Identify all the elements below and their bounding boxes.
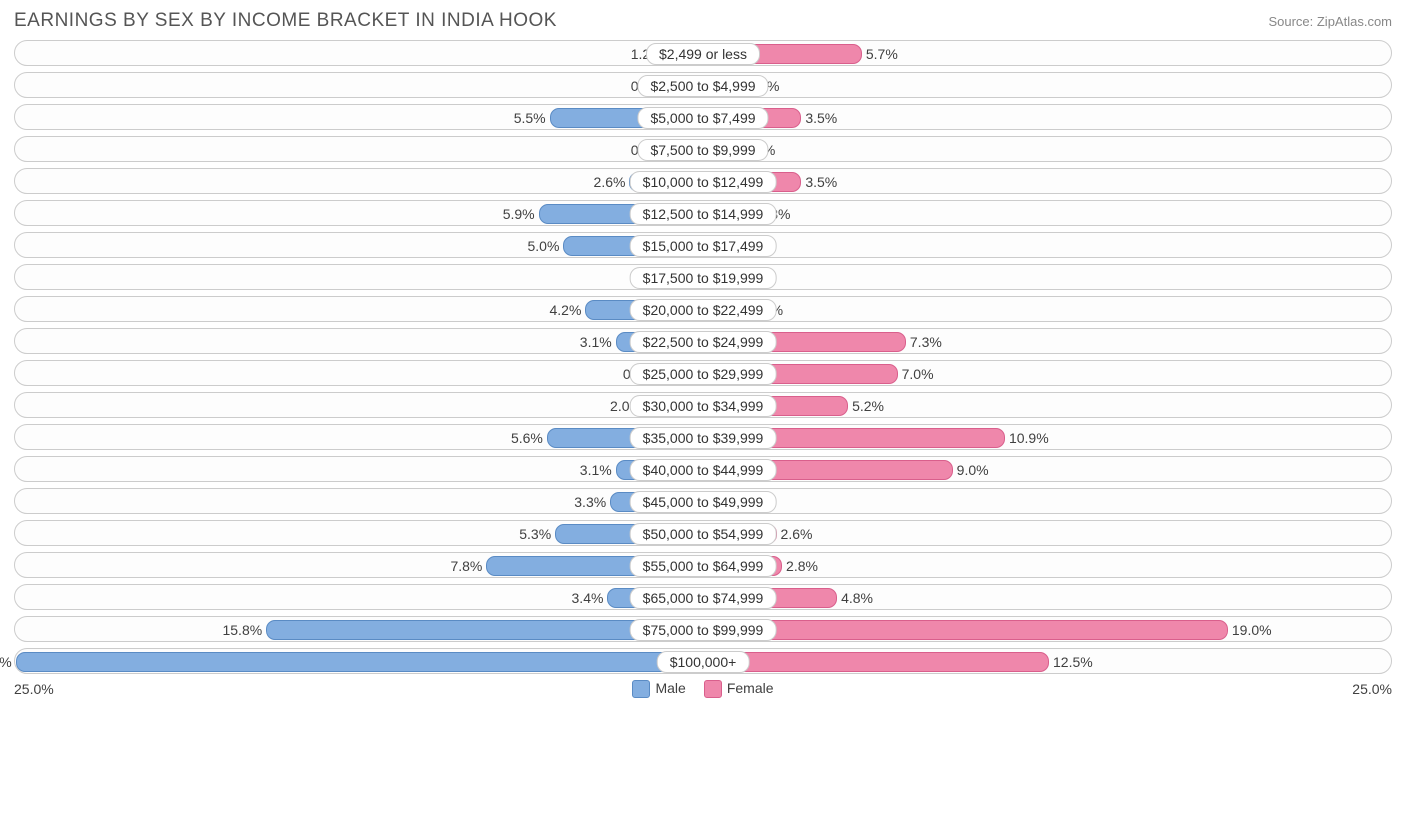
chart-row: 0.0%0.0%$17,500 to $19,999 <box>14 264 1392 290</box>
category-label: $75,000 to $99,999 <box>630 619 777 641</box>
female-value-label: 7.0% <box>902 361 934 387</box>
chart-row: 5.3% 2.6%$50,000 to $54,999 <box>14 520 1392 546</box>
category-label: $55,000 to $64,999 <box>630 555 777 577</box>
male-value-label: 5.9% <box>503 201 535 227</box>
category-label: $40,000 to $44,999 <box>630 459 777 481</box>
chart-row: 2.6% 3.5% $10,000 to $12,499 <box>14 168 1392 194</box>
chart-row: 3.1% 9.0% $40,000 to $44,999 <box>14 456 1392 482</box>
female-value-label: 10.9% <box>1009 425 1049 451</box>
category-label: $45,000 to $49,999 <box>630 491 777 513</box>
category-label: $30,000 to $34,999 <box>630 395 777 417</box>
female-value-label: 5.7% <box>866 41 898 67</box>
male-value-label: 2.6% <box>594 169 626 195</box>
legend: Male Female <box>632 680 773 698</box>
axis-right-label: 25.0% <box>1352 681 1392 697</box>
chart-row: 1.2%5.7%$2,499 or less <box>14 40 1392 66</box>
male-value-label: 5.6% <box>511 425 543 451</box>
female-value-label: 4.8% <box>841 585 873 611</box>
chart-row: 15.8% 19.0% $75,000 to $99,999 <box>14 616 1392 642</box>
category-label: $2,499 or less <box>646 43 760 65</box>
female-value-label: 3.5% <box>805 105 837 131</box>
female-value-label: 2.8% <box>786 553 818 579</box>
category-label: $100,000+ <box>657 651 750 673</box>
male-value-label: 3.1% <box>580 329 612 355</box>
chart-row: 0.8%1.4%$2,500 to $4,999 <box>14 72 1392 98</box>
legend-female-label: Female <box>727 680 774 696</box>
category-label: $5,000 to $7,499 <box>637 107 768 129</box>
category-label: $10,000 to $12,499 <box>630 171 777 193</box>
female-value-label: 2.6% <box>781 521 813 547</box>
category-label: $7,500 to $9,999 <box>637 139 768 161</box>
category-label: $35,000 to $39,999 <box>630 427 777 449</box>
chart-row: 0.58%7.0%$25,000 to $29,999 <box>14 360 1392 386</box>
category-label: $22,500 to $24,999 <box>630 331 777 353</box>
chart-row: 3.3%1.1%$45,000 to $49,999 <box>14 488 1392 514</box>
male-value-label: 24.9% <box>0 649 12 675</box>
male-value-label: 5.5% <box>514 105 546 131</box>
male-value-label: 3.3% <box>574 489 606 515</box>
chart-title: EARNINGS BY SEX BY INCOME BRACKET IN IND… <box>14 10 557 32</box>
male-bar <box>16 652 703 672</box>
female-value-label: 9.0% <box>957 457 989 483</box>
category-label: $12,500 to $14,999 <box>630 203 777 225</box>
male-value-label: 7.8% <box>450 553 482 579</box>
axis-left-label: 25.0% <box>14 681 54 697</box>
chart-row: 3.1% 7.3% $22,500 to $24,999 <box>14 328 1392 354</box>
chart-row: 5.5% 3.5% $5,000 to $7,499 <box>14 104 1392 130</box>
category-label: $50,000 to $54,999 <box>630 523 777 545</box>
chart-row: 0.0%0.0%$7,500 to $9,999 <box>14 136 1392 162</box>
chart-row: 5.0%1.1%$15,000 to $17,499 <box>14 232 1392 258</box>
legend-male: Male <box>632 680 685 698</box>
chart-header: EARNINGS BY SEX BY INCOME BRACKET IN IND… <box>14 10 1392 32</box>
female-value-label: 12.5% <box>1053 649 1093 675</box>
chart-row: 5.9%1.8%$12,500 to $14,999 <box>14 200 1392 226</box>
chart-row: 4.2%0.68%$20,000 to $22,499 <box>14 296 1392 322</box>
female-bar <box>703 652 1049 672</box>
male-value-label: 3.1% <box>580 457 612 483</box>
male-value-label: 15.8% <box>222 617 262 643</box>
female-value-label: 5.2% <box>852 393 884 419</box>
category-label: $15,000 to $17,499 <box>630 235 777 257</box>
legend-female: Female <box>704 680 774 698</box>
category-label: $25,000 to $29,999 <box>630 363 777 385</box>
category-label: $20,000 to $22,499 <box>630 299 777 321</box>
female-value-label: 7.3% <box>910 329 942 355</box>
chart-row: 2.0%5.2%$30,000 to $34,999 <box>14 392 1392 418</box>
female-bar <box>703 620 1228 640</box>
male-value-label: 4.2% <box>550 297 582 323</box>
male-value-label: 3.4% <box>572 585 604 611</box>
chart-row: 7.8% 2.8% $55,000 to $64,999 <box>14 552 1392 578</box>
female-value-label: 19.0% <box>1232 617 1272 643</box>
category-label: $17,500 to $19,999 <box>630 267 777 289</box>
category-label: $65,000 to $74,999 <box>630 587 777 609</box>
chart-row: 24.9%12.5%$100,000+ <box>14 648 1392 674</box>
chart-row: 5.6% 10.9% $35,000 to $39,999 <box>14 424 1392 450</box>
chart-body: 1.2%5.7%$2,499 or less0.8%1.4%$2,500 to … <box>14 40 1392 674</box>
legend-male-label: Male <box>655 680 685 696</box>
chart-footer: 25.0% Male Female 25.0% <box>14 680 1392 698</box>
category-label: $2,500 to $4,999 <box>637 75 768 97</box>
chart-source: Source: ZipAtlas.com <box>1268 14 1392 29</box>
legend-female-swatch <box>704 680 722 698</box>
chart-row: 3.4% 4.8% $65,000 to $74,999 <box>14 584 1392 610</box>
male-value-label: 5.0% <box>527 233 559 259</box>
legend-male-swatch <box>632 680 650 698</box>
female-value-label: 3.5% <box>805 169 837 195</box>
male-value-label: 5.3% <box>519 521 551 547</box>
